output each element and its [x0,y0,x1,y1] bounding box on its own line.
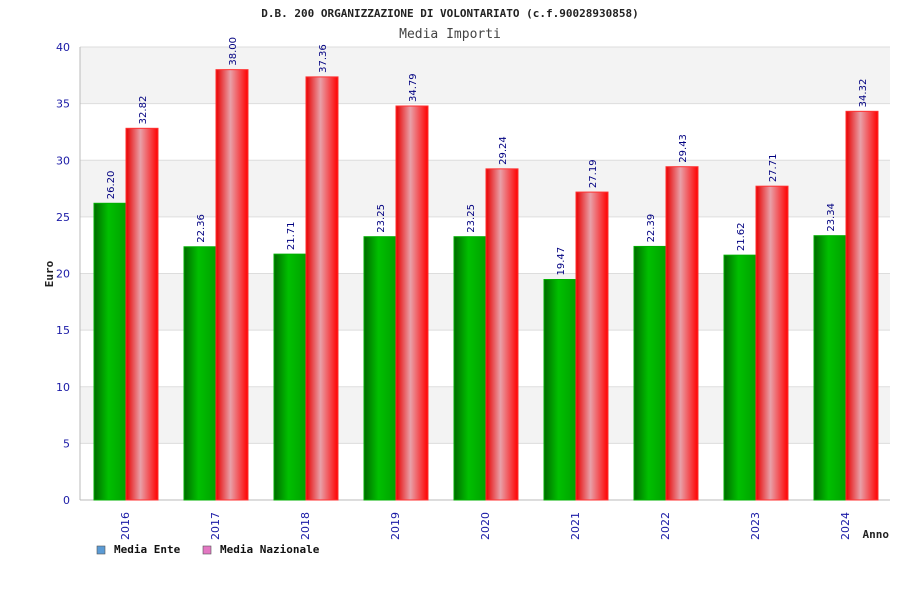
background-band [80,103,890,161]
bar-media-nazionale [485,168,519,501]
x-tick-label: 2019 [389,512,402,540]
background-band [80,47,890,104]
x-tick-label: 2021 [569,512,582,540]
data-label: 26.20 [106,171,117,200]
x-tick-label: 2017 [209,512,222,540]
x-tick-labels: 2016 2017 2018 2019 2020 2021 2022 2023 2024 [119,512,852,540]
bar-media-ente [93,202,127,501]
data-label: 23.25 [466,204,477,233]
data-label: 27.19 [588,159,599,188]
x-tick-label: 2023 [749,512,762,540]
bar-media-nazionale [575,191,609,501]
data-label: 22.39 [646,214,657,243]
data-label: 34.32 [858,79,869,108]
x-tick-label: 2020 [479,512,492,540]
legend-label: Media Nazionale [220,543,320,556]
x-tick-label: 2022 [659,512,672,540]
data-label: 34.79 [408,73,419,102]
data-label: 23.25 [376,204,387,233]
y-tick-label: 40 [56,41,70,54]
y-tick-label: 25 [56,211,70,224]
chart-subtitle: Media Importi [399,27,501,42]
data-label: 38.00 [228,37,239,66]
bar-media-nazionale [125,127,159,501]
data-label: 22.36 [196,214,207,243]
data-label: 29.24 [498,136,509,165]
bar-media-nazionale [395,105,429,501]
chart-title: D.B. 200 ORGANIZZAZIONE DI VOLONTARIATO … [261,7,639,20]
bar-media-ente [633,245,667,501]
data-label: 37.36 [318,44,329,73]
y-tick-label: 30 [56,154,70,167]
bar-media-nazionale [845,110,879,501]
bar-media-nazionale [305,76,339,501]
data-label: 21.62 [736,223,747,252]
bar-media-ente [813,235,847,501]
y-tick-label: 0 [63,494,70,507]
x-tick-label: 2016 [119,512,132,540]
x-tick-label: 2018 [299,512,312,540]
bar-media-ente [273,253,307,501]
bar-media-ente [183,246,217,501]
data-label: 21.71 [286,221,297,250]
bar-media-ente [723,254,757,501]
bar-media-ente [543,279,577,501]
y-tick-label: 20 [56,268,70,281]
y-tick-label: 35 [56,98,70,111]
bar-media-ente [363,236,397,501]
legend-swatch [96,545,106,555]
data-labels: 26.20 32.82 22.36 38.00 21.71 37.36 23.25 34.79… [106,37,869,275]
y-tick-labels: 0 5 10 15 20 25 30 35 40 [56,41,70,507]
y-tick-label: 10 [56,381,70,394]
legend-label: Media Ente [114,543,181,556]
bars [93,69,879,501]
legend-swatch [202,545,212,555]
data-label: 23.34 [826,203,837,232]
data-label: 19.47 [556,247,567,276]
legend: Media Ente Media Nazionale [96,543,320,556]
bar-media-nazionale [665,166,699,501]
data-label: 29.43 [678,134,689,163]
y-tick-label: 15 [56,324,70,337]
data-label: 27.71 [768,154,779,183]
y-axis-title: Euro [43,260,56,287]
y-tick-label: 5 [63,437,70,450]
bar-media-nazionale [755,185,789,501]
data-label: 32.82 [138,96,149,125]
bar-media-nazionale [215,69,249,501]
background-band [80,160,890,217]
bar-media-ente [453,236,487,501]
x-axis-title: Anno [863,528,890,541]
x-tick-label: 2024 [839,512,852,540]
